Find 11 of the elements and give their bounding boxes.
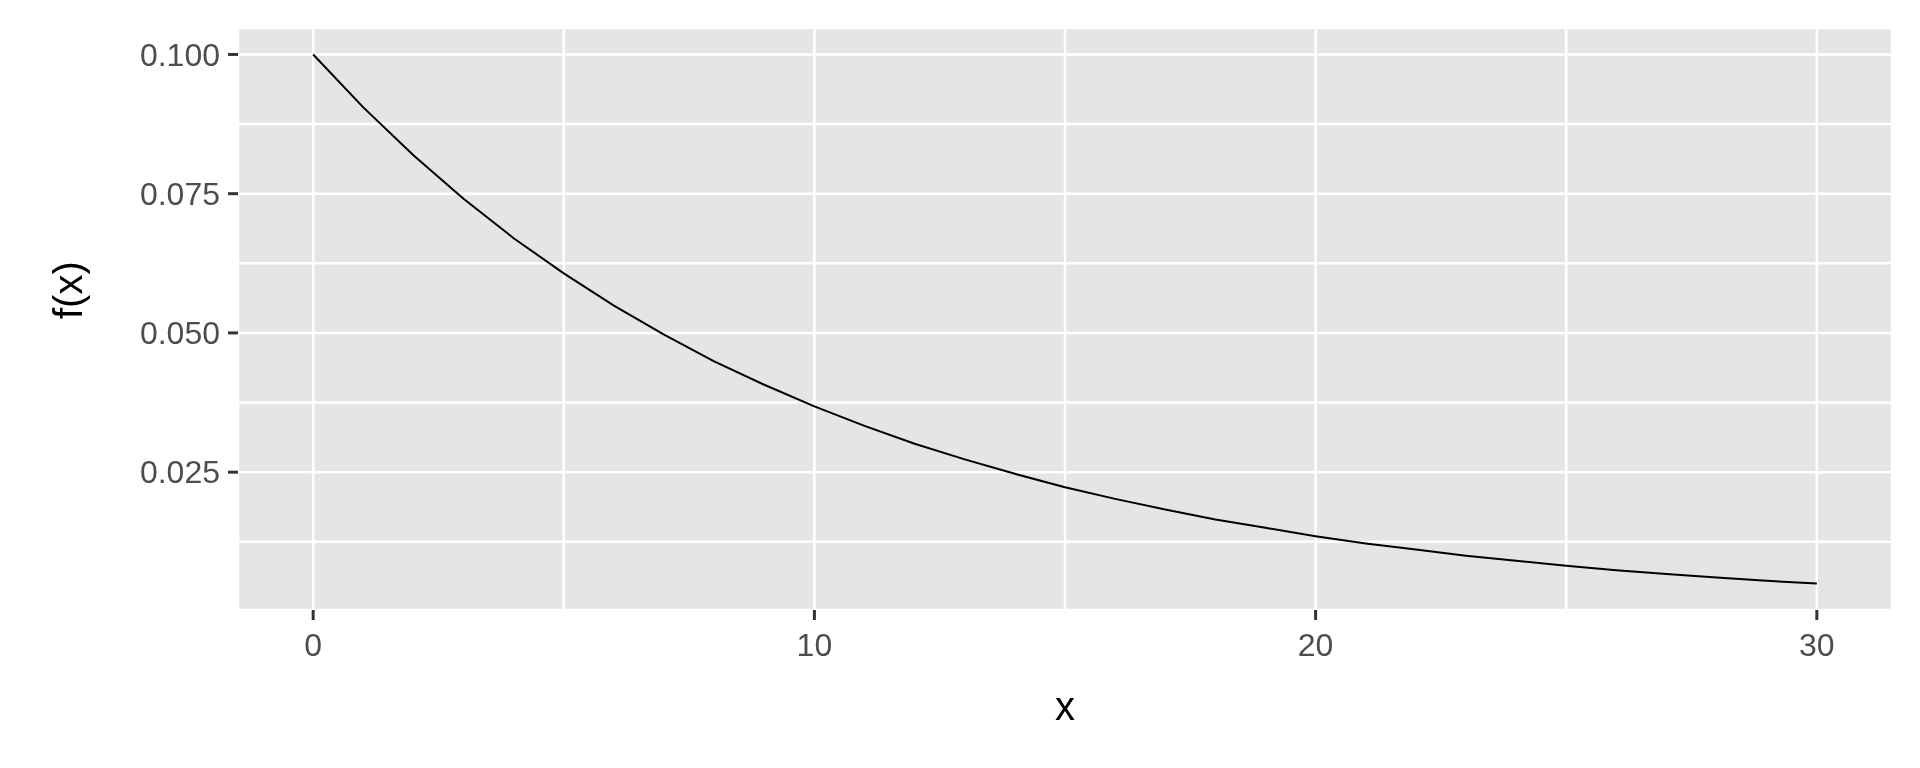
y-tick-label: 0.100 <box>139 36 220 73</box>
y-tick-label: 0.050 <box>139 315 220 352</box>
y-tick-label: 0.075 <box>139 175 220 212</box>
x-tick-label: 0 <box>304 627 323 663</box>
y-tick-label: 0.025 <box>139 454 220 491</box>
x-tick-label: 20 <box>1297 627 1334 663</box>
line-series <box>312 53 1818 585</box>
x-axis-title: x <box>1055 684 1075 728</box>
x-tick-label: 30 <box>1799 627 1835 663</box>
x-tick-label: 10 <box>796 627 833 663</box>
y-axis-title: f(x) <box>46 261 91 319</box>
